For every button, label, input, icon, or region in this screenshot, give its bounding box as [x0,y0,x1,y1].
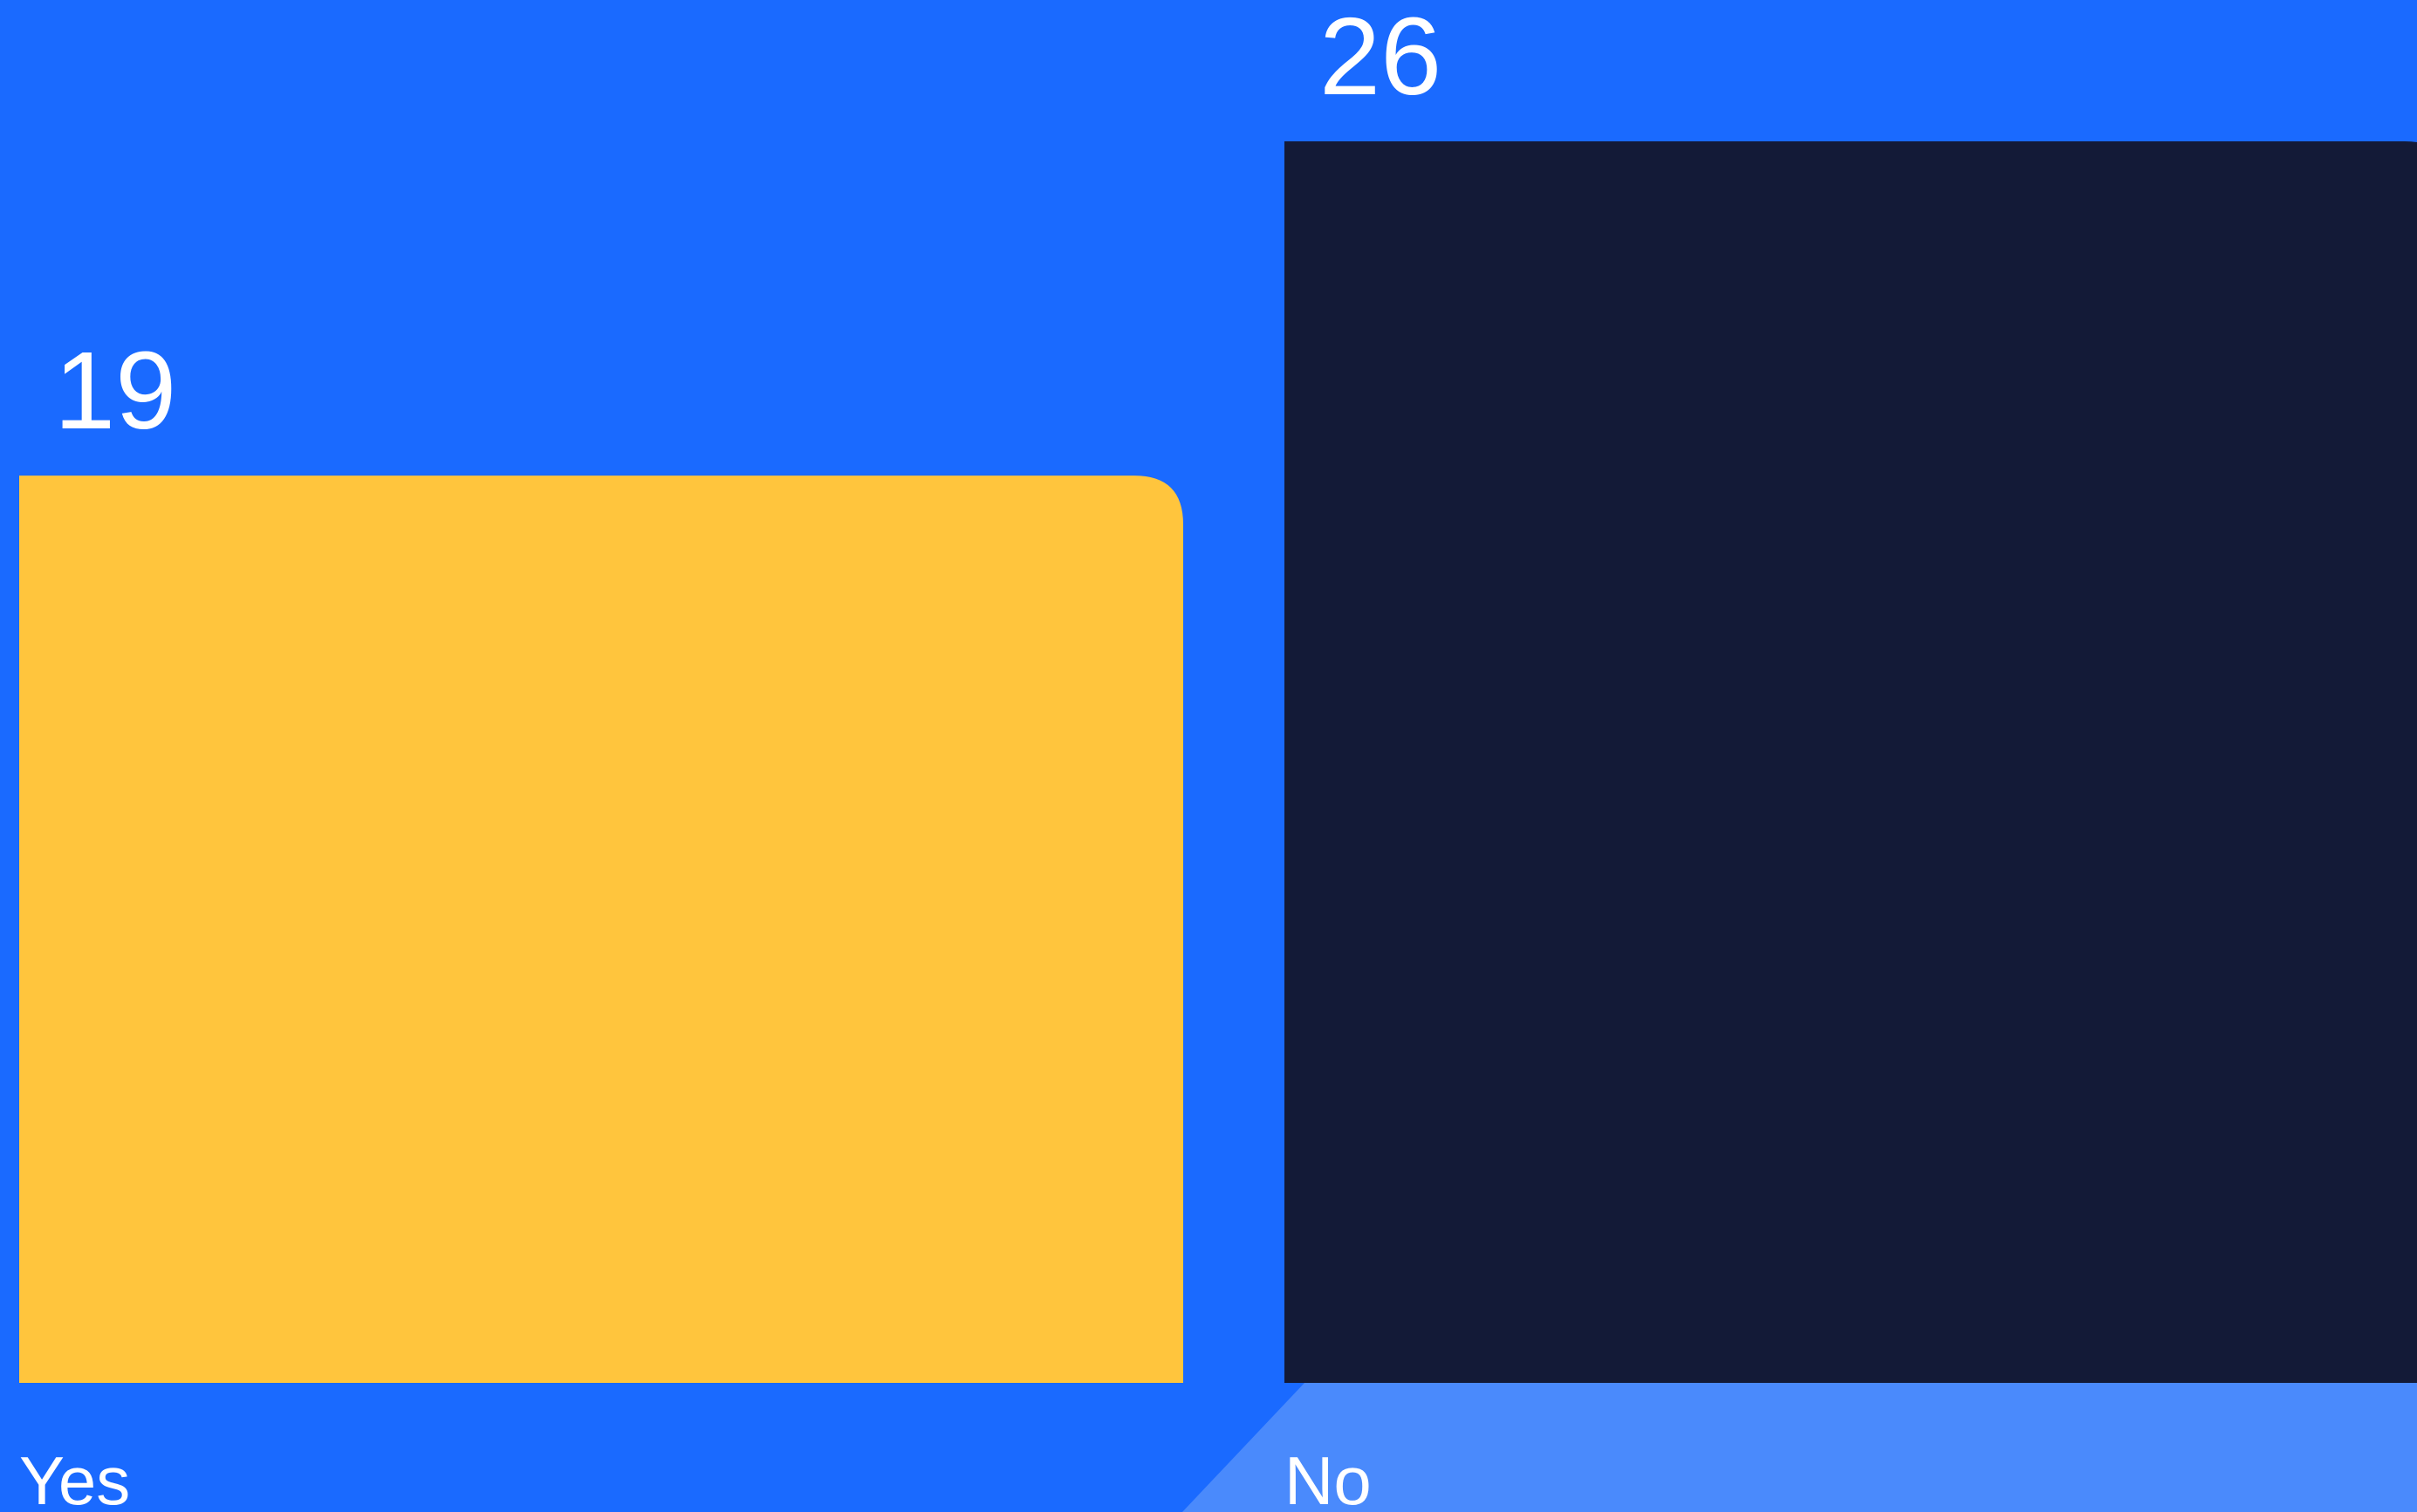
floor-panel [1182,1383,2417,1512]
category-label-no: No [1284,1442,1372,1512]
bar-no [1284,141,2417,1383]
value-label-yes: 19 [54,329,176,452]
category-label-yes: Yes [19,1442,130,1512]
bar-yes [19,475,1183,1383]
value-label-no: 26 [1319,0,1441,118]
